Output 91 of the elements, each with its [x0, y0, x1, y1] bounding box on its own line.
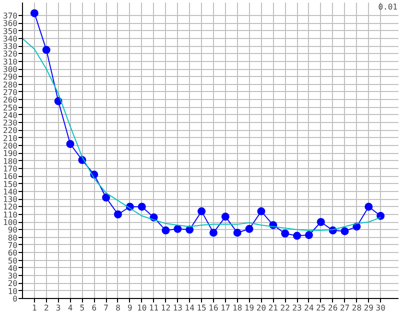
y-tick-label: 210	[3, 134, 18, 143]
annotation: 0.01	[378, 2, 398, 12]
point	[316, 218, 325, 226]
x-tick-label: 17	[220, 304, 230, 312]
point	[102, 194, 110, 202]
point	[138, 202, 146, 211]
x-tick-label: 9	[128, 304, 133, 312]
x-tick-label: 18	[232, 304, 242, 312]
y-tick-label: 90	[8, 226, 18, 235]
y-tick-label: 170	[3, 164, 18, 174]
x-tick-label: 23	[292, 304, 302, 312]
y-tick-label: 180	[3, 156, 18, 166]
y-tick-label: 200	[3, 142, 18, 151]
y-tick-label: 110	[3, 210, 18, 220]
y-tick-label: 340	[3, 34, 18, 44]
x-tick-label: 20	[256, 304, 266, 312]
x-tick-label: 30	[376, 304, 386, 312]
point	[304, 231, 313, 240]
point	[233, 228, 242, 237]
y-tick-label: 100	[3, 218, 18, 228]
x-tick-label: 3	[56, 304, 61, 312]
x-tick-label: 8	[116, 304, 121, 312]
y-tick-label: 370	[3, 12, 18, 21]
point	[66, 140, 74, 148]
point	[209, 228, 218, 237]
y-tick-label: 360	[3, 19, 18, 28]
x-tick-label: 16	[208, 304, 218, 312]
y-tick-label: 230	[3, 118, 18, 128]
x-tick-label: 7	[104, 304, 109, 312]
point	[281, 229, 290, 238]
y-tick-label: 40	[8, 264, 18, 273]
point	[174, 224, 182, 233]
x-tick-label: 14	[184, 304, 195, 312]
y-tick-label: 0	[12, 294, 18, 304]
y-tick-label: 130	[3, 195, 18, 204]
y-tick-label: 220	[3, 126, 18, 136]
y-tick-label: 310	[3, 57, 18, 66]
y-tick-label: 280	[3, 80, 18, 90]
point	[364, 202, 373, 211]
y-tick-label: 320	[3, 50, 18, 59]
point	[42, 46, 50, 54]
x-tick-label: 19	[244, 304, 254, 312]
x-tick-label: 4	[68, 304, 73, 312]
y-tick-label: 50	[8, 256, 18, 266]
point	[30, 9, 38, 18]
point	[221, 212, 230, 221]
y-tick-label: 80	[8, 233, 18, 242]
x-tick-label: 1	[32, 304, 38, 312]
x-tick-label: 29	[364, 304, 374, 312]
x-tick-label: 21	[268, 304, 278, 312]
point	[186, 226, 194, 234]
y-tick-label: 240	[3, 110, 18, 120]
point	[162, 226, 170, 234]
point	[245, 224, 254, 233]
x-tick-label: 25	[316, 304, 326, 312]
point	[340, 227, 349, 236]
y-tick-label: 160	[3, 172, 18, 182]
x-tick-label: 24	[304, 304, 314, 312]
y-tick-label: 120	[3, 202, 18, 212]
y-tick-label: 60	[8, 248, 18, 258]
y-tick-label: 10	[8, 286, 18, 296]
y-tick-label: 190	[3, 149, 18, 158]
y-tick-label: 20	[8, 279, 18, 288]
x-tick-label: 26	[328, 304, 338, 312]
x-tick-label: 2	[44, 304, 49, 312]
x-tick-label: 22	[280, 304, 290, 312]
x-tick-label: 15	[196, 304, 207, 312]
y-tick-label: 150	[3, 180, 18, 189]
y-tick-label: 330	[3, 42, 18, 52]
x-tick-label: 13	[172, 304, 183, 312]
y-tick-label: 300	[3, 65, 18, 74]
y-tick-label: 30	[8, 272, 18, 281]
y-tick-label: 350	[3, 26, 18, 36]
point	[293, 232, 302, 240]
y-tick-label: 260	[3, 96, 18, 105]
y-tick-label: 250	[3, 103, 18, 112]
point	[376, 212, 385, 220]
y-tick-label: 290	[3, 72, 18, 82]
point	[198, 207, 206, 216]
point	[114, 210, 122, 218]
x-tick-label: 6	[92, 304, 97, 312]
x-tick-label: 11	[148, 304, 159, 312]
x-tick-label: 12	[160, 304, 171, 312]
x-tick-label: 5	[80, 304, 85, 312]
y-tick-label: 270	[3, 88, 18, 97]
x-tick-label: 28	[352, 304, 362, 312]
x-tick-label: 10	[137, 304, 147, 312]
y-tick-label: 70	[8, 240, 18, 250]
y-tick-label: 140	[3, 187, 18, 196]
point	[257, 207, 266, 216]
x-tick-label: 27	[340, 304, 350, 312]
